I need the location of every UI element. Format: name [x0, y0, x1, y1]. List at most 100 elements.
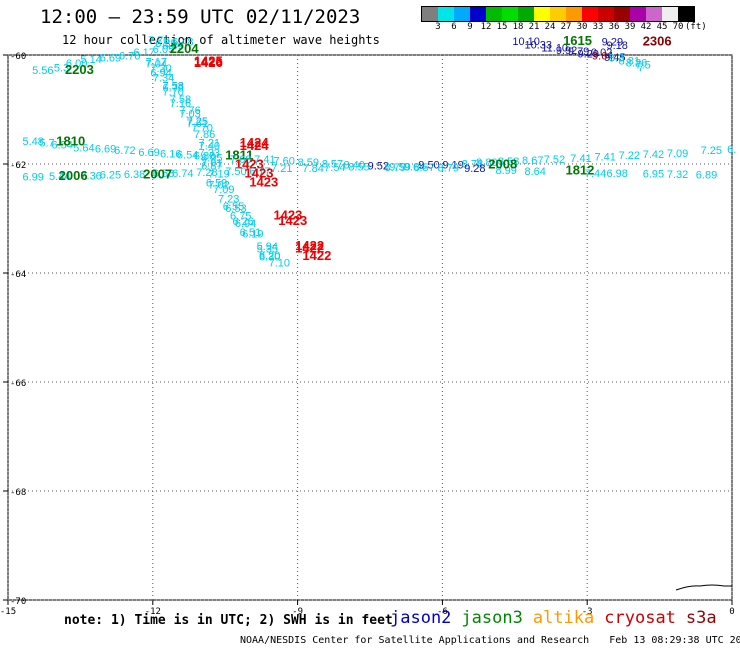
note-text: note: 1) Time is in UTC; 2) SWH is in fe…: [64, 613, 393, 628]
data-point-label: 6.20: [259, 250, 280, 262]
data-point-label: 2007: [143, 167, 172, 182]
x-tick-label: -15: [0, 607, 16, 617]
data-point-label: 9.19: [442, 159, 463, 171]
data-point-label: 7.41: [594, 152, 615, 164]
data-point-label: 7.03: [179, 109, 200, 121]
y-tick-label: -62: [10, 161, 26, 171]
legend-swatch: [550, 7, 566, 21]
data-point-label: 7.50: [225, 166, 246, 178]
data-point-label: 1425: [194, 53, 223, 68]
data-point-label: 7.41: [570, 153, 591, 165]
data-point-label: 6.30: [259, 251, 280, 263]
data-point-label: 7.09: [667, 148, 688, 160]
data-point-label: 1423: [278, 213, 307, 228]
legend-swatch: [534, 7, 550, 21]
data-point-label: 6.48: [172, 37, 193, 49]
data-point-label: 7.01: [201, 158, 222, 170]
data-point-label: 7.84: [302, 163, 323, 175]
satellite-legend-item: jason3: [461, 608, 523, 628]
data-point-label: 7.19: [208, 169, 229, 181]
data-point-label: 9.64: [592, 50, 613, 62]
x-tick-label: -6: [437, 607, 448, 617]
data-point-label: 8.64: [524, 166, 545, 178]
data-point-label: 7: [638, 62, 644, 74]
data-point-label: 7.08: [230, 154, 251, 166]
data-point-label: 7.04: [146, 59, 167, 71]
data-point-label: 7.30: [150, 63, 171, 75]
data-point-label: 7.17: [146, 56, 167, 68]
data-point-label: 6.69: [100, 53, 121, 65]
data-point-label: 5.56: [32, 65, 53, 77]
legend-swatch: [566, 7, 582, 21]
data-point-label: 6.76: [162, 83, 183, 95]
data-point-label: 6.76: [119, 50, 140, 62]
data-point-label: 7.76: [179, 105, 200, 117]
coastline-path: [675, 584, 732, 591]
data-point-label: 6.51: [240, 227, 261, 239]
y-tick-label: -66: [10, 379, 26, 389]
data-point-label: 6.26: [232, 216, 253, 228]
data-point-label: 7.10: [269, 257, 290, 269]
footer-timestamp: Feb 13 08:29:38 UTC 2023: [609, 635, 740, 646]
data-point-label: 6.38: [124, 169, 145, 181]
data-point-label: 8.55: [348, 162, 369, 174]
satellite-legend-item: jason2: [390, 608, 452, 628]
data-point-label: 9.52: [368, 160, 389, 172]
data-point-label: 8.81: [619, 55, 640, 67]
data-point-label: 7.70: [162, 86, 183, 98]
data-point-label: 10.02: [585, 47, 613, 59]
data-point-label: 8.67: [522, 155, 543, 167]
legend-swatch: [422, 7, 438, 21]
data-point-label: 9.28: [464, 163, 485, 175]
legend-swatch: [454, 7, 470, 21]
chart-subtitle: 12 hour collection of altimeter wave hei…: [62, 33, 380, 47]
legend-tick-label: 24: [544, 22, 556, 32]
data-point-label: 7.70: [191, 122, 212, 134]
y-tick-label: -70: [10, 597, 26, 607]
legend-swatch: [614, 7, 630, 21]
legend-swatch: [486, 7, 502, 21]
legend-tick-label: 36: [608, 22, 620, 32]
data-point-label: 7.58: [162, 80, 183, 92]
data-point-label: 7.42: [643, 149, 664, 161]
data-point-label: 2203: [65, 62, 94, 77]
data-point-label: 9.79: [568, 46, 589, 58]
data-point-label: 11.10: [541, 43, 568, 55]
data-point-label: 6.94: [235, 218, 256, 230]
data-point-label: 5.64: [73, 142, 94, 154]
data-point-label: 1423: [249, 174, 278, 189]
data-point-label: 8.57: [322, 158, 343, 170]
data-point-label: 8.99: [495, 165, 516, 177]
data-point-label: 1811: [225, 148, 253, 163]
data-point-label: 5.48: [22, 136, 43, 148]
data-point-label: 8.78: [462, 158, 483, 170]
data-point-label: 6.95: [643, 169, 664, 181]
data-point-label: 6.98: [607, 168, 628, 180]
data-point-label: 5.7: [39, 138, 54, 150]
data-point-label: 7.58: [170, 94, 191, 106]
legend-tick-label: 45: [656, 22, 668, 32]
data-point-label: 5.94: [257, 241, 278, 253]
data-point-label: 8.26: [626, 57, 647, 69]
data-point-label: 9.50: [418, 159, 439, 171]
x-tick-label: -12: [145, 607, 161, 617]
data-point-label: 7.36: [80, 170, 101, 182]
data-point-label: 1424: [240, 138, 270, 153]
data-point-label: 1424: [240, 135, 270, 150]
data-point-label: 1422: [295, 238, 324, 253]
plot-frame: [7, 54, 733, 601]
data-point-label: 1422: [302, 248, 331, 263]
data-point-label: 6.: [727, 144, 736, 156]
data-point-label: 7.34: [153, 73, 174, 85]
data-point-label: 7.5: [635, 60, 650, 72]
data-point-label: 6.49: [162, 41, 183, 53]
data-point-label: 1422: [295, 240, 324, 255]
legend-swatch: [630, 7, 646, 21]
data-point-label: 9.18: [607, 40, 628, 52]
data-point-label: 5.35: [257, 243, 278, 255]
data-point-label: 7.33: [199, 147, 220, 159]
data-point-label: 8.40: [343, 159, 364, 171]
data-point-label: 5.44: [49, 171, 70, 183]
data-point-label: 6.87: [201, 160, 222, 172]
